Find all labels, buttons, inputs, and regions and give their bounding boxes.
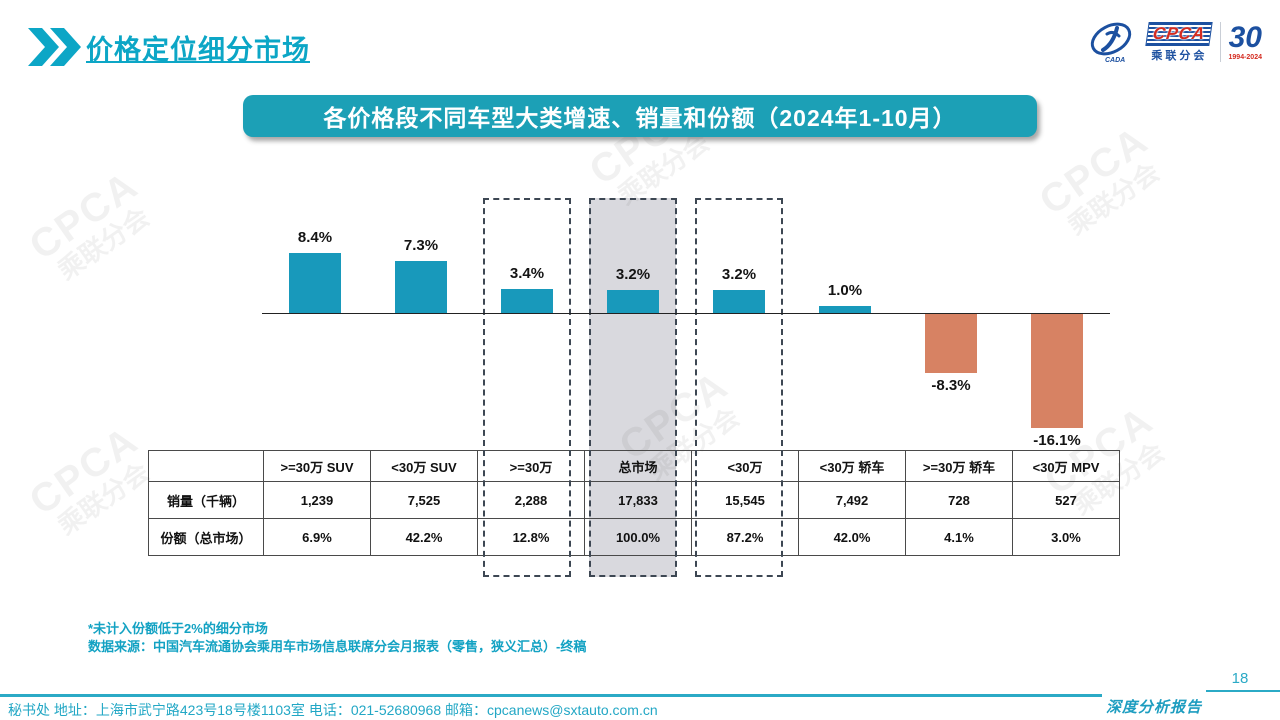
table-cell: 42.0% bbox=[798, 518, 906, 556]
growth-bar bbox=[289, 253, 341, 313]
table-column-header: 总市场 bbox=[584, 450, 692, 482]
bar-value-label: -16.1% bbox=[1033, 432, 1081, 449]
chart-title: 各价格段不同车型大类增速、销量和份额（2024年1-10月） bbox=[323, 105, 957, 131]
footnote-source: 数据来源：中国汽车流通协会乘用车市场信息联席分会月报表（零售，狭义汇总）-终稿 bbox=[88, 639, 587, 654]
table-cell: 3.0% bbox=[1012, 518, 1120, 556]
anniversary-30-logo: 30 1994-2024 bbox=[1228, 21, 1262, 62]
page-title[interactable]: 价格定位细分市场 bbox=[86, 35, 310, 65]
table-column-header: >=30万 轿车 bbox=[905, 450, 1013, 482]
table-cell: 728 bbox=[905, 481, 1013, 519]
table-corner-cell bbox=[148, 450, 264, 482]
table-column-header: <30万 bbox=[691, 450, 799, 482]
growth-bar bbox=[1031, 314, 1083, 428]
bar-value-label: 1.0% bbox=[827, 282, 863, 299]
cpca-oval-icon: CADA bbox=[1091, 22, 1132, 64]
table-cell: 12.8% bbox=[477, 518, 585, 556]
footer-contact: 秘书处 地址：上海市武宁路423号18号楼1103室 电话：021-526809… bbox=[8, 702, 658, 718]
cpca-logo: CADA CPCA 乘联分会 30 1994-2024 bbox=[1087, 20, 1262, 64]
growth-bar bbox=[501, 289, 553, 313]
bar-value-label: -8.3% bbox=[931, 377, 971, 394]
table-cell: 7,492 bbox=[798, 481, 906, 519]
table-column-header: >=30万 bbox=[477, 450, 585, 482]
svg-text:CADA: CADA bbox=[1105, 57, 1125, 64]
table-cell: 100.0% bbox=[584, 518, 692, 556]
table-cell: 2,288 bbox=[477, 481, 585, 519]
footer-divider-line-right bbox=[1206, 690, 1280, 692]
page-number: 18 bbox=[1231, 670, 1249, 687]
logo-divider bbox=[1219, 22, 1221, 62]
table-column-header: <30万 MPV bbox=[1012, 450, 1120, 482]
table-cell: 7,525 bbox=[370, 481, 478, 519]
table-row-header: 份额（总市场） bbox=[148, 518, 264, 556]
table-cell: 15,545 bbox=[691, 481, 799, 519]
table-row-header: 销量（千辆） bbox=[148, 481, 264, 519]
bar-value-label: 8.4% bbox=[297, 229, 333, 246]
table-cell: 6.9% bbox=[263, 518, 371, 556]
growth-bar bbox=[713, 290, 765, 313]
x-axis-line bbox=[262, 313, 1110, 314]
table-cell: 17,833 bbox=[584, 481, 692, 519]
table-cell: 4.1% bbox=[905, 518, 1013, 556]
table-column-header: <30万 SUV bbox=[370, 450, 478, 482]
table-cell: 87.2% bbox=[691, 518, 799, 556]
footer-divider-line bbox=[0, 694, 1102, 697]
bar-value-label: 7.3% bbox=[403, 237, 439, 254]
table-cell: 42.2% bbox=[370, 518, 478, 556]
growth-bar bbox=[819, 306, 871, 313]
cpca-wordmark: CPCA bbox=[1145, 21, 1214, 46]
bar-value-label: 3.4% bbox=[509, 265, 545, 282]
table-cell: 527 bbox=[1012, 481, 1120, 519]
cpca-subtitle: 乘联分会 bbox=[1151, 49, 1208, 62]
footnote-exclusion: *未计入份额低于2%的细分市场 bbox=[88, 621, 268, 636]
table-column-header: <30万 轿车 bbox=[798, 450, 906, 482]
report-label: 深度分析报告 bbox=[1106, 700, 1203, 716]
data-table: >=30万 SUV <30万 SUV >=30万 总市场 <30万 <30万 轿车 >=30… bbox=[148, 450, 1120, 556]
growth-bar bbox=[925, 314, 977, 373]
table-cell: 1,239 bbox=[263, 481, 371, 519]
bar-value-label: 3.2% bbox=[721, 266, 757, 283]
table-column-header: >=30万 SUV bbox=[263, 450, 371, 482]
double-chevron-icon bbox=[28, 28, 82, 71]
chart-title-banner: 各价格段不同车型大类增速、销量和份额（2024年1-10月） bbox=[243, 95, 1037, 137]
growth-bar bbox=[395, 261, 447, 313]
